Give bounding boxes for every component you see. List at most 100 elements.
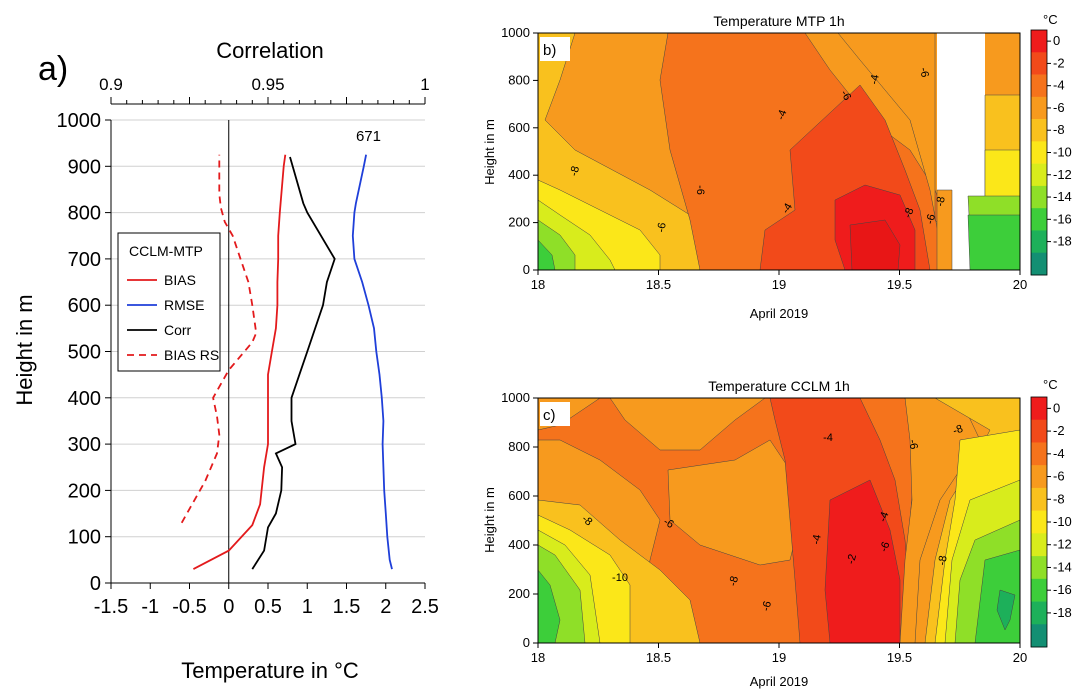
contour-label: -10 [612,572,628,584]
contour-label: -4 [868,74,882,86]
colorbar-tick-label: -4 [1053,446,1065,461]
heatmap-b-fill [538,33,1020,270]
colorbar-tick-label: -6 [1053,469,1065,484]
panel-label-a: a) [38,50,68,88]
colorbar-swatch [1031,74,1047,98]
y-tick-label: 400 [508,537,530,552]
x-tick-label: 18.5 [646,277,671,292]
colorbar-tick-label: -6 [1053,100,1065,115]
colorbar-swatch [1031,141,1047,164]
series-lines [180,154,393,570]
heatmap-c-contour-labels: -4-6-8-6-8-10-4-2-4-6-8-8-6 [579,423,964,613]
contour-band [837,33,956,270]
colorbar-swatch [1031,465,1047,489]
colorbar-swatch [1031,624,1047,648]
colorbar-tick-label: -14 [1053,189,1072,204]
x-tick-label: 1.5 [333,596,361,618]
x-tick-label: 2.5 [411,596,439,618]
colorbar-swatch [1031,252,1047,276]
panel-label-c: c) [543,407,556,424]
colorbar-swatch [1031,487,1047,511]
y-tick-label: 800 [508,439,530,454]
contour-label: -4 [775,108,790,121]
y-tick-label: 800 [68,203,101,225]
contour-label: -8 [951,423,964,438]
colorbar-tick-label: -18 [1053,605,1072,620]
colorbar-c-unit: °C [1043,377,1058,392]
top-tick-label: 0.9 [99,75,123,94]
y-tick-label: 900 [68,156,101,178]
contour-band [849,219,901,270]
colorbar-tick-label: -2 [1053,55,1065,70]
colorbar-swatch [1031,556,1047,580]
contour-label: -8 [727,575,741,588]
contour-label: -4 [810,534,824,546]
legend-entry: BIAS [164,272,196,288]
colorbar-tick-label: -16 [1053,211,1072,226]
contour-label: -6 [760,600,774,613]
x-tick-label: 20 [1013,277,1027,292]
y-tick-label: 0 [90,573,101,595]
y-tick-label: 600 [508,488,530,503]
legend-entry: Corr [164,322,192,338]
x-tick-label: 18 [531,650,545,665]
y-tick-label: 300 [68,434,101,456]
top-axis-label: Correlation [216,38,324,63]
legend-title: CCLM-MTP [129,243,203,259]
colorbar-tick-label: -18 [1053,234,1072,249]
contour-label: -6 [655,222,669,234]
y-tick-label: 800 [508,72,530,87]
contour-label: -6 [878,540,893,553]
contour-label: -8 [902,206,917,219]
colorbar-tick-label: -14 [1053,559,1072,574]
contour-label: -6 [906,439,920,451]
colorbar-tick-label: -10 [1053,145,1072,160]
x-tick-label: 2 [380,596,391,618]
colorbar-swatch [1031,119,1047,142]
x-axis-label: Temperature in °C [181,658,359,683]
contour-label: -4 [823,432,833,444]
y-tick-label: 1000 [57,110,102,132]
colorbar-swatch [1031,601,1047,625]
y-tick-label: 500 [68,342,101,364]
y-tick-label: 600 [508,120,530,135]
colorbar-swatch [1031,397,1047,421]
heatmap-c-ylabel: Height in m [482,487,497,553]
series-line-bias-rs [180,154,258,524]
x-tick-label: 19.5 [887,277,912,292]
colorbar-swatch [1031,578,1047,602]
colorbar-b: 0 -2 -4 -6 -8 -10 -12 -14 -16 -18 [1030,29,1072,276]
colorbar-swatch [1031,208,1047,231]
y-tick-label: 600 [68,295,101,317]
colorbar-tick-label: -12 [1053,167,1072,182]
panel-label-b: b) [543,42,556,59]
legend-entry: RMSE [164,297,204,313]
x-axis: -1.5 -1 -0.5 0 0.5 1 1.5 2 2.5 [94,582,439,618]
y-tick-label: 200 [508,586,530,601]
x-tick-label: 1 [302,596,313,618]
panel-b-heatmap: Temperature MTP 1h 18 18.5 19 19.5 200200400… [482,12,1072,321]
heatmap-c-xlabel: April 2019 [750,674,809,689]
y-tick-label: 100 [68,527,101,549]
colorbar-swatch [1031,510,1047,534]
legend-entry: BIAS RS [164,347,219,363]
colorbar-tick-label: -12 [1053,537,1072,552]
x-tick-label: 20 [1013,650,1027,665]
y-tick-label: 1000 [501,25,530,40]
contour-band [538,569,561,643]
colorbar-tick-label: -2 [1053,423,1065,438]
contour-band [996,589,1016,631]
y-tick-label: 400 [68,388,101,410]
colorbar-tick-label: -4 [1053,78,1065,93]
heatmap-c-fill [538,398,1020,643]
colorbar-tick-label: 0 [1053,400,1060,415]
y-tick-label: 1000 [501,390,530,405]
colorbar-tick-label: -8 [1053,122,1065,137]
colorbar-tick-label: -10 [1053,514,1072,529]
colorbar-swatch [1031,419,1047,443]
x-tick-label: -1 [141,596,159,618]
colorbar-swatch [1031,52,1047,75]
contour-band [538,239,556,270]
